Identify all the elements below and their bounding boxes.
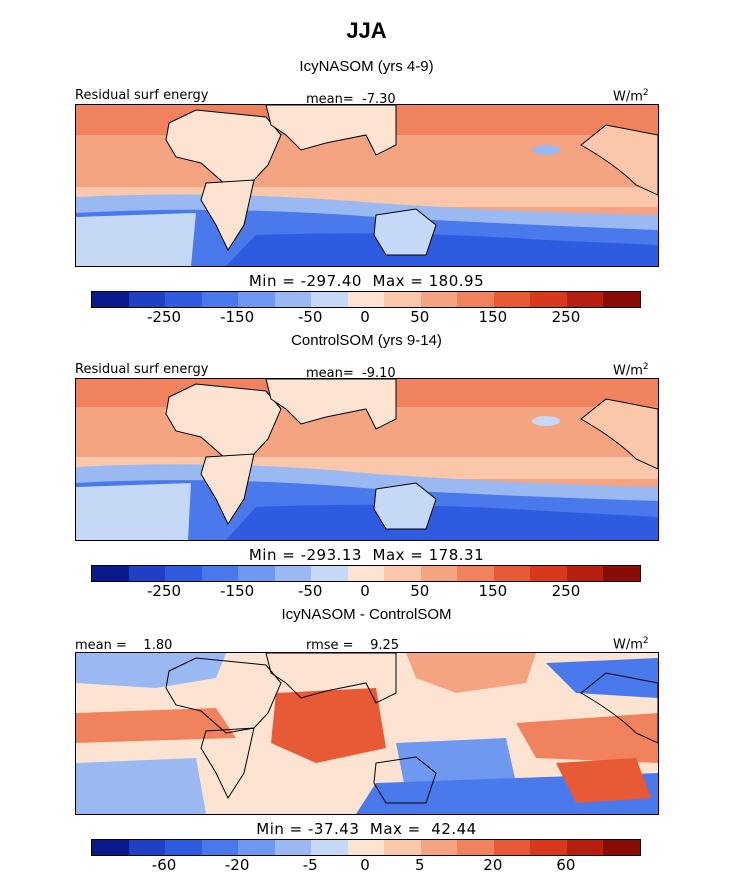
colorbar-segment bbox=[92, 566, 129, 581]
colorbar-segment bbox=[92, 840, 129, 855]
colorbar-tick-label: 50 bbox=[410, 308, 430, 326]
colorbar-segment bbox=[165, 566, 202, 581]
colorbar-segment bbox=[420, 840, 458, 855]
colorbar-segment bbox=[128, 840, 166, 855]
colorbar-tick-label: 0 bbox=[360, 308, 370, 326]
colorbar-segment bbox=[347, 292, 385, 307]
colorbar-tick-label: -150 bbox=[220, 582, 255, 600]
colorbar-tick-label: 250 bbox=[551, 308, 581, 326]
colorbar-tick-label: -250 bbox=[147, 308, 182, 326]
panel-2-colorbar bbox=[91, 565, 641, 582]
colorbar-segment bbox=[493, 566, 531, 581]
map-panel-controlsom bbox=[75, 378, 659, 541]
panel-3-colorbar bbox=[91, 839, 641, 856]
panel-2-field-label: Residual surf energy bbox=[75, 362, 209, 377]
colorbar-segment bbox=[384, 566, 421, 581]
panel-3-min-max: Min = -37.43 Max = 42.44 bbox=[256, 820, 477, 838]
colorbar-tick-label: 150 bbox=[478, 582, 508, 600]
panel-1-colorbar-ticks: -250 -150 -50 0 50 150 250 bbox=[91, 308, 639, 326]
colorbar-tick-label: 250 bbox=[551, 582, 581, 600]
panel-3-colorbar-ticks: -60 -20 -5 0 5 20 60 bbox=[91, 856, 639, 874]
colorbar-segment bbox=[92, 292, 129, 307]
panel-3-rmse-label: rmse = 9.25 bbox=[306, 638, 400, 653]
colorbar-segment bbox=[238, 566, 275, 581]
panel-1-mean-label: mean= -7.30 bbox=[306, 92, 396, 107]
panel-3-subtitle: IcyNASOM - ControlSOM bbox=[281, 606, 452, 623]
colorbar-segment bbox=[128, 566, 166, 581]
colorbar-segment bbox=[457, 840, 494, 855]
colorbar-segment bbox=[603, 292, 640, 307]
panel-1-subtitle: IcyNASOM (yrs 4-9) bbox=[299, 58, 434, 75]
colorbar-segment bbox=[311, 840, 348, 855]
colorbar-segment bbox=[165, 292, 202, 307]
colorbar-tick-label: -60 bbox=[151, 856, 177, 874]
panel-2-mean-label: mean= -9.10 bbox=[306, 366, 396, 381]
colorbar-segment bbox=[493, 840, 531, 855]
colorbar-segment bbox=[566, 292, 604, 307]
panel-1-field-label: Residual surf energy bbox=[75, 88, 209, 103]
colorbar-tick-label: 20 bbox=[483, 856, 503, 874]
colorbar-tick-label: -50 bbox=[297, 308, 323, 326]
panel-1-min-max: Min = -297.40 Max = 180.95 bbox=[248, 272, 485, 290]
colorbar-segment bbox=[311, 292, 348, 307]
panel-3-mean-label: mean = 1.80 bbox=[75, 638, 173, 653]
colorbar-segment bbox=[384, 840, 421, 855]
colorbar-tick-label: 50 bbox=[410, 582, 430, 600]
panel-2-colorbar-ticks: -250 -150 -50 0 50 150 250 bbox=[91, 582, 639, 600]
colorbar-segment bbox=[384, 292, 421, 307]
panel-2-min-max: Min = -293.13 Max = 178.31 bbox=[248, 546, 485, 564]
colorbar-segment bbox=[603, 566, 640, 581]
colorbar-tick-label: -20 bbox=[224, 856, 250, 874]
colorbar-tick-label: -150 bbox=[220, 308, 255, 326]
colorbar-segment bbox=[238, 840, 275, 855]
colorbar-tick-label: -250 bbox=[147, 582, 182, 600]
colorbar-segment bbox=[201, 840, 239, 855]
colorbar-segment bbox=[201, 292, 239, 307]
colorbar-segment bbox=[457, 292, 494, 307]
colorbar-segment bbox=[530, 840, 567, 855]
colorbar-segment bbox=[274, 292, 312, 307]
colorbar-tick-label: -5 bbox=[302, 856, 318, 874]
colorbar-segment bbox=[274, 566, 312, 581]
colorbar-segment bbox=[603, 840, 640, 855]
map-panel-icynasom bbox=[75, 104, 659, 267]
colorbar-segment bbox=[530, 566, 567, 581]
colorbar-segment bbox=[128, 292, 166, 307]
colorbar-tick-label: 150 bbox=[478, 308, 508, 326]
panel-1-units: W/m2 bbox=[613, 88, 649, 105]
panel-2-units: W/m2 bbox=[613, 362, 649, 379]
colorbar-segment bbox=[347, 566, 385, 581]
colorbar-segment bbox=[530, 292, 567, 307]
colorbar-segment bbox=[493, 292, 531, 307]
colorbar-segment bbox=[566, 840, 604, 855]
panel-3-units: W/m2 bbox=[613, 636, 649, 653]
colorbar-segment bbox=[457, 566, 494, 581]
colorbar-segment bbox=[347, 840, 385, 855]
colorbar-segment bbox=[420, 292, 458, 307]
panel-1-colorbar bbox=[91, 291, 641, 308]
colorbar-segment bbox=[311, 566, 348, 581]
panel-2-subtitle: ControlSOM (yrs 9-14) bbox=[291, 332, 442, 349]
colorbar-tick-label: -50 bbox=[297, 582, 323, 600]
map-panel-difference bbox=[75, 652, 659, 815]
colorbar-tick-label: 0 bbox=[360, 582, 370, 600]
colorbar-segment bbox=[420, 566, 458, 581]
colorbar-segment bbox=[238, 292, 275, 307]
colorbar-tick-label: 0 bbox=[360, 856, 370, 874]
colorbar-segment bbox=[201, 566, 239, 581]
colorbar-tick-label: 60 bbox=[556, 856, 576, 874]
colorbar-segment bbox=[566, 566, 604, 581]
figure-title: JJA bbox=[346, 18, 387, 43]
colorbar-segment bbox=[165, 840, 202, 855]
colorbar-segment bbox=[274, 840, 312, 855]
colorbar-tick-label: 5 bbox=[415, 856, 425, 874]
